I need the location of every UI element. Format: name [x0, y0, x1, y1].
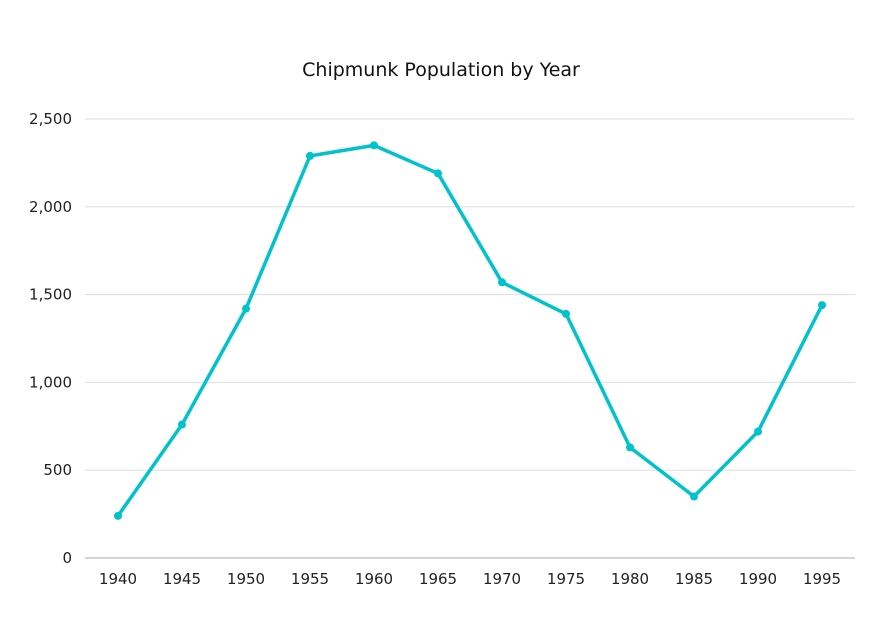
y-tick-label: 500 — [43, 461, 72, 479]
y-tick-label: 2,000 — [29, 198, 72, 216]
x-tick-label: 1945 — [163, 570, 201, 588]
y-tick-label: 2,500 — [29, 110, 72, 128]
y-tick-label: 1,000 — [29, 373, 72, 391]
x-tick-label: 1955 — [291, 570, 329, 588]
x-tick-label: 1965 — [419, 570, 457, 588]
y-tick-label: 1,500 — [29, 286, 72, 304]
data-point — [178, 420, 186, 429]
y-tick-label: 0 — [62, 549, 72, 567]
series-line — [116, 143, 824, 517]
x-tick-label: 1950 — [227, 570, 265, 588]
data-point — [370, 141, 378, 150]
x-tick-label: 1940 — [99, 570, 137, 588]
data-point — [690, 492, 698, 501]
data-point — [626, 443, 634, 452]
data-point — [434, 169, 442, 178]
data-point — [242, 304, 250, 313]
chart-title: Chipmunk Population by Year — [302, 59, 580, 81]
x-tick-label: 1995 — [803, 570, 841, 588]
x-tick-label: 1970 — [483, 570, 521, 588]
data-point — [562, 309, 570, 318]
x-tick-label: 1980 — [611, 570, 649, 588]
x-tick-label: 1985 — [675, 570, 713, 588]
data-point — [818, 301, 826, 310]
x-tick-label: 1975 — [547, 570, 585, 588]
data-point — [498, 278, 506, 287]
x-tick-label: 1990 — [739, 570, 777, 588]
x-tick-label: 1960 — [355, 570, 393, 588]
data-point — [306, 151, 314, 160]
data-point — [114, 511, 122, 520]
data-point — [754, 427, 762, 436]
